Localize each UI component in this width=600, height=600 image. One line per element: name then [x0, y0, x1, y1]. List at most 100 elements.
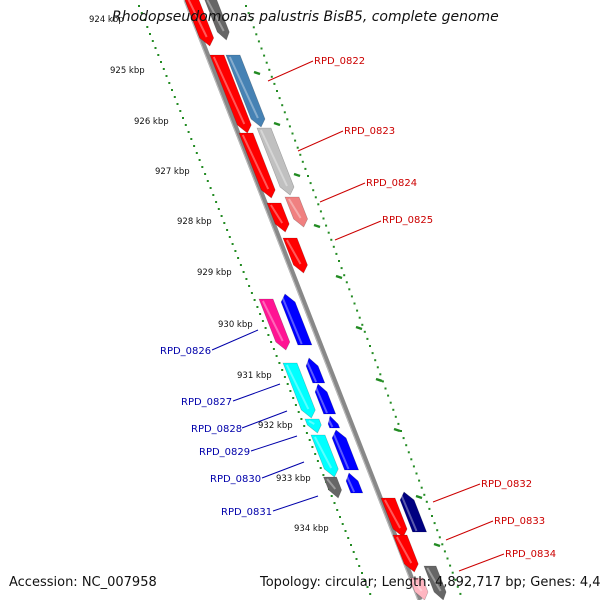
- gene-arrow-upper-shine: [206, 0, 225, 32]
- gene-label-rpd_0828[interactable]: RPD_0828: [191, 424, 242, 435]
- tick-dot: [345, 281, 348, 284]
- gene-label-rpd_0827[interactable]: RPD_0827: [181, 397, 232, 408]
- gene-rpd0834-shine: [412, 579, 423, 592]
- gene-arrow-upper[interactable]: [204, 0, 230, 41]
- tick-dot: [402, 437, 405, 440]
- gene-arrow[interactable]: [280, 293, 313, 346]
- gene-arrow[interactable]: [314, 383, 337, 415]
- tick-dot: [451, 571, 454, 574]
- gene-rpd0833[interactable]: [392, 534, 419, 573]
- gene-label-rpd_0824[interactable]: RPD_0824: [366, 178, 417, 189]
- tick-dot: [281, 104, 284, 107]
- gene-rpd0829[interactable]: [310, 434, 339, 478]
- gene-arrow[interactable]: [423, 565, 447, 600]
- tick-dot: [387, 394, 390, 397]
- gene-rpd0822[interactable]: [209, 54, 252, 134]
- gene-label-rpd_0823[interactable]: RPD_0823: [344, 126, 395, 137]
- gene-arrow-shine: [270, 204, 284, 224]
- tick-dot: [308, 439, 311, 441]
- tick-dash: [393, 427, 401, 433]
- tick-dash: [313, 223, 321, 229]
- tick-dot: [250, 292, 253, 294]
- tick-dot: [415, 472, 418, 475]
- gene-label-rpd_0831[interactable]: RPD_0831: [221, 507, 272, 518]
- tick-dot: [443, 550, 446, 553]
- tick-dot: [281, 369, 284, 371]
- tick-dot: [363, 579, 366, 581]
- gene-arrow[interactable]: [266, 202, 290, 233]
- label-leader: [250, 435, 298, 452]
- gene-label-rpd_0829[interactable]: RPD_0829: [199, 447, 250, 458]
- gene-rpd0834[interactable]: [409, 577, 429, 600]
- gene-rpd0826[interactable]: [258, 298, 291, 351]
- label-leader: [261, 461, 305, 479]
- tick-dot: [433, 522, 436, 525]
- tick-dot: [297, 411, 300, 413]
- gene-arrow[interactable]: [282, 237, 308, 274]
- tick-dot: [376, 366, 379, 369]
- tick-dot: [270, 341, 273, 343]
- gene-label-rpd_0822[interactable]: RPD_0822: [314, 56, 365, 67]
- tick-dot: [330, 238, 333, 241]
- tick-dot: [184, 124, 187, 126]
- tick-dot: [374, 359, 377, 362]
- gene-rpd0828[interactable]: [304, 418, 322, 434]
- gene-label-rpd_0832[interactable]: RPD_0832: [481, 479, 532, 490]
- gene-rpd0824-shine: [241, 134, 270, 190]
- gene-label-rpd_0833[interactable]: RPD_0833: [494, 516, 545, 527]
- tick-dot: [292, 397, 295, 399]
- gene-label-rpd_0825[interactable]: RPD_0825: [382, 215, 433, 226]
- gene-rpd0832[interactable]: [380, 497, 408, 538]
- tick-dot: [255, 33, 258, 36]
- tick-dot: [304, 167, 307, 170]
- gene-label-rpd_0834[interactable]: RPD_0834: [505, 549, 556, 560]
- tick-dot: [344, 530, 347, 532]
- tick-label: 927 kbp: [155, 167, 190, 177]
- gene-rpd0832-shine: [384, 499, 401, 529]
- tick-dash: [335, 274, 343, 280]
- gene-rpd0824[interactable]: [238, 132, 276, 199]
- tick-dot: [265, 61, 268, 64]
- gene-arrow[interactable]: [399, 491, 428, 533]
- tick-dot: [256, 306, 259, 308]
- tick-dot: [209, 187, 212, 189]
- tick-dot: [245, 5, 247, 7]
- gene-arrow[interactable]: [327, 415, 341, 429]
- gene-arrow-upper[interactable]: [181, 0, 215, 47]
- tick-dot: [350, 544, 352, 546]
- tick-label: 931 kbp: [237, 371, 272, 381]
- tick-dot: [253, 299, 256, 301]
- gene-arrow[interactable]: [331, 429, 360, 471]
- tick-dot: [340, 267, 343, 270]
- label-leader: [211, 329, 259, 351]
- tick-dot: [217, 208, 220, 210]
- tick-dot: [410, 458, 413, 461]
- tick-dot: [300, 418, 303, 420]
- gene-label-rpd_0826[interactable]: RPD_0826: [160, 346, 211, 357]
- tick-dot: [428, 507, 431, 510]
- tick-dot: [268, 68, 271, 71]
- tick-dot: [231, 243, 234, 245]
- tick-dot: [333, 502, 336, 504]
- tick-dot: [397, 422, 400, 425]
- tick-dot: [220, 215, 223, 217]
- gene-rpd0823[interactable]: [225, 54, 266, 128]
- gene-rpd0825[interactable]: [256, 127, 295, 196]
- tick-dot: [195, 152, 198, 154]
- tick-dot: [361, 323, 364, 326]
- tick-dot: [187, 131, 190, 133]
- accession-text: Accession: NC_007958: [9, 575, 157, 590]
- gene-rpd0827[interactable]: [282, 362, 316, 419]
- tick-dot: [454, 578, 457, 581]
- gene-rpd0830[interactable]: [323, 476, 342, 499]
- gene-arrow[interactable]: [345, 472, 364, 494]
- tick-dot: [296, 146, 299, 149]
- tick-dot: [204, 173, 207, 175]
- tick-dot: [289, 390, 292, 392]
- gene-arrow[interactable]: [284, 196, 308, 228]
- gene-label-rpd_0830[interactable]: RPD_0830: [210, 474, 261, 485]
- tick-dot: [335, 252, 338, 255]
- tick-dot: [456, 585, 459, 588]
- gene-arrow[interactable]: [305, 357, 326, 384]
